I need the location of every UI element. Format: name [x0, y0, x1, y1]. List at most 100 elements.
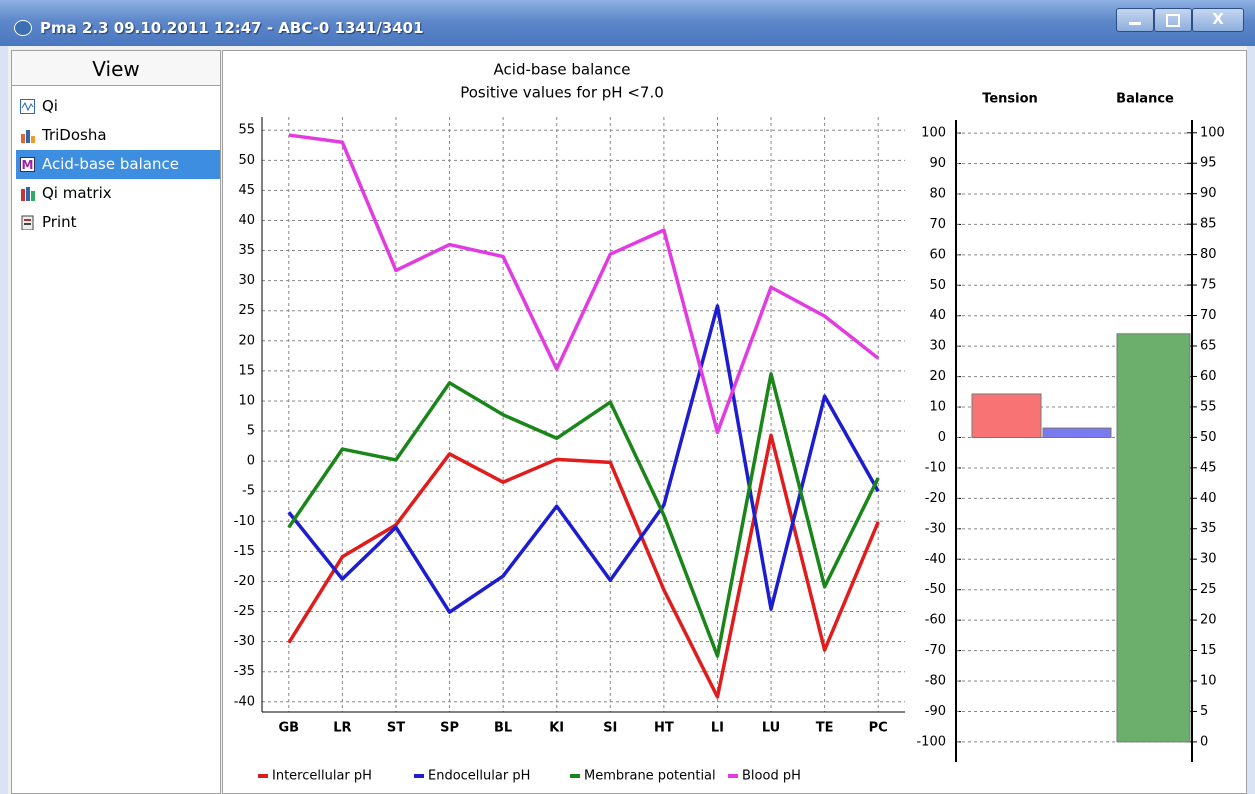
- y-tick-label: 15: [238, 363, 255, 378]
- y2-tick-label: 45: [1200, 460, 1217, 475]
- legend-label: Blood pH: [742, 769, 801, 784]
- y-tick-label: -10: [234, 514, 255, 529]
- bar: [1042, 427, 1112, 438]
- y2-tick-label: 65: [1200, 338, 1217, 353]
- icon: [21, 130, 35, 143]
- x-tick-label: TE: [816, 721, 834, 736]
- y-tick-label: 0: [247, 454, 255, 469]
- x-tick-label: HT: [654, 721, 674, 736]
- y2-tick-label: 100: [1200, 125, 1225, 140]
- y-tick-label: 100: [921, 126, 946, 141]
- svg-text:M: M: [22, 158, 34, 172]
- legend-label: Intercellular pH: [272, 769, 372, 784]
- nav-item[interactable]: Qi matrix: [16, 179, 220, 208]
- x-tick-label: SP: [440, 721, 459, 736]
- icon: [20, 99, 35, 114]
- y-tick-label: -5: [242, 484, 255, 499]
- x-tick-label: LI: [711, 721, 724, 736]
- y-tick-label: 20: [929, 369, 946, 384]
- y-tick-label: 55: [238, 123, 255, 138]
- y-tick-label: 20: [238, 333, 255, 348]
- y-tick-label: 45: [238, 183, 255, 198]
- y-tick-label: -20: [925, 491, 946, 506]
- x-tick-label: PC: [869, 721, 888, 736]
- y2-tick-label: 15: [1200, 643, 1217, 658]
- y-tick-label: 30: [238, 273, 255, 288]
- window-title: Pma 2.3 09.10.2011 12:47 - ABC-0 1341/34…: [40, 19, 424, 37]
- y-tick-label: 5: [247, 424, 255, 439]
- y-tick-label: -40: [925, 552, 946, 567]
- y2-tick-label: 10: [1200, 673, 1217, 688]
- y2-tick-label: 85: [1200, 217, 1217, 232]
- y-tick-label: -30: [234, 634, 255, 649]
- y2-tick-label: 80: [1200, 247, 1217, 262]
- close-button[interactable]: X: [1192, 8, 1244, 32]
- y-tick-label: -100: [916, 734, 946, 749]
- icon: [21, 187, 35, 201]
- x-tick-label: LR: [333, 721, 351, 736]
- nav-label: Acid-base balance: [42, 155, 179, 173]
- sidebar: View Qi TriDosha M Acid-base balance Qi m…: [11, 50, 221, 794]
- axis-label: Tension: [982, 92, 1038, 107]
- y2-tick-label: 0: [1200, 734, 1208, 749]
- nav-item[interactable]: TriDosha: [16, 121, 220, 150]
- y-tick-label: -30: [925, 521, 946, 536]
- series-line: [287, 433, 880, 699]
- nav-label: Qi matrix: [42, 184, 112, 202]
- y-tick-label: 35: [238, 243, 255, 258]
- y-tick-label: 30: [929, 339, 946, 354]
- y-tick-label: 80: [929, 186, 946, 201]
- maximize-button[interactable]: [1154, 8, 1192, 32]
- y2-tick-label: 70: [1200, 308, 1217, 323]
- y2-tick-label: 95: [1200, 156, 1217, 171]
- x-tick-label: KI: [549, 721, 564, 736]
- bar: [971, 393, 1042, 438]
- y-tick-label: -20: [234, 574, 255, 589]
- series-line: [288, 133, 880, 434]
- y-tick-label: 40: [238, 213, 255, 228]
- app-icon: [14, 20, 32, 36]
- x-tick-label: GB: [278, 721, 299, 736]
- nav-item[interactable]: M Acid-base balance: [16, 150, 220, 179]
- nav-item[interactable]: Qi: [16, 92, 220, 121]
- y-tick-label: -60: [925, 613, 946, 628]
- y-tick-label: -10: [925, 460, 946, 475]
- series-line: [287, 372, 880, 658]
- x-tick-label: BL: [494, 721, 512, 736]
- x-tick-label: SI: [603, 721, 617, 736]
- y-tick-label: 10: [238, 393, 255, 408]
- legend-label: Membrane potential: [584, 769, 716, 784]
- sidebar-header: View: [12, 51, 220, 86]
- y2-tick-label: 90: [1200, 186, 1217, 201]
- y2-tick-label: 55: [1200, 399, 1217, 414]
- y-tick-label: 90: [929, 156, 946, 171]
- y2-tick-label: 75: [1200, 278, 1217, 293]
- y-tick-label: -35: [234, 664, 255, 679]
- chart-panel: [222, 50, 1247, 794]
- bar: [1116, 333, 1191, 743]
- y-tick-label: 0: [938, 430, 946, 445]
- y-tick-label: 40: [929, 308, 946, 323]
- y-tick-label: -25: [234, 604, 255, 619]
- minimize-button[interactable]: [1116, 8, 1154, 32]
- y-tick-label: 70: [929, 217, 946, 232]
- y2-tick-label: 40: [1200, 491, 1217, 506]
- chart-title: Acid-base balance: [494, 61, 631, 79]
- x-tick-label: LU: [762, 721, 780, 736]
- x-tick-label: ST: [387, 721, 405, 736]
- y-tick-label: -15: [234, 544, 255, 559]
- y-tick-label: 25: [238, 303, 255, 318]
- series-line: [287, 304, 880, 614]
- nav-label: Qi: [42, 97, 58, 115]
- y-tick-label: -50: [925, 582, 946, 597]
- title-bar: Pma 2.3 09.10.2011 12:47 - ABC-0 1341/34…: [0, 0, 1255, 46]
- legend-label: Endocellular pH: [428, 769, 530, 784]
- nav-item[interactable]: Print: [16, 208, 220, 237]
- y2-tick-label: 20: [1200, 613, 1217, 628]
- y-tick-label: 50: [929, 278, 946, 293]
- y2-tick-label: 60: [1200, 369, 1217, 384]
- nav-label: Print: [42, 213, 77, 231]
- y-tick-label: 50: [238, 153, 255, 168]
- axis-label: Balance: [1116, 92, 1174, 107]
